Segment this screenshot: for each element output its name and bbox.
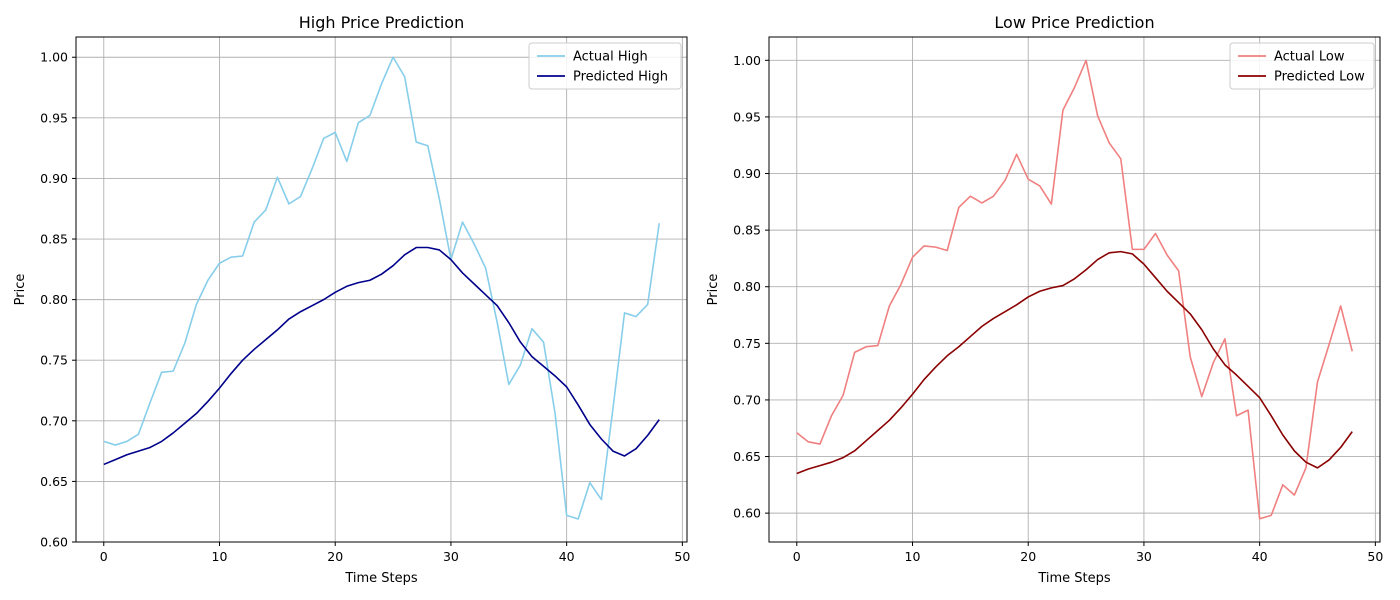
low-y-tick-label: 0.60 bbox=[733, 506, 761, 521]
high-y-tick-label: 0.65 bbox=[40, 474, 68, 489]
high-y-tick-label: 0.85 bbox=[40, 232, 68, 247]
low-y-tick-label: 0.85 bbox=[733, 223, 761, 238]
low-y-axis-label: Price bbox=[706, 274, 721, 306]
high-plot-frame bbox=[75, 36, 688, 543]
high-y-tick-label: 0.80 bbox=[40, 292, 68, 307]
high-legend-label: Actual High bbox=[573, 50, 648, 65]
high-series-actual-high bbox=[103, 56, 661, 520]
low-x-tick-label: 10 bbox=[905, 549, 921, 564]
high-x-tick-label: 20 bbox=[327, 549, 343, 564]
high-chart-title: High Price Prediction bbox=[299, 13, 464, 32]
low-x-tick-label: 30 bbox=[1136, 549, 1152, 564]
high-x-tick-label: 10 bbox=[212, 549, 228, 564]
high-price-chart: 0 10 20 30 40 50 0.60 0.65 0.70 0.75 0.80 0.85 0.90 0… bbox=[13, 13, 690, 586]
high-y-tick-label: 0.60 bbox=[40, 535, 68, 550]
high-legend-label: Predicted High bbox=[573, 70, 668, 85]
high-x-tick-label: 50 bbox=[674, 549, 690, 564]
high-x-tick-label: 30 bbox=[443, 549, 459, 564]
low-chart-title: Low Price Prediction bbox=[994, 13, 1154, 32]
low-y-tick-label: 0.75 bbox=[733, 336, 761, 351]
low-series-predicted-low bbox=[796, 250, 1353, 475]
low-x-tick-label: 20 bbox=[1020, 549, 1036, 564]
low-y-tick-label: 0.65 bbox=[733, 449, 761, 464]
high-legend: Actual High Predicted High bbox=[528, 42, 682, 90]
high-y-tick-label: 0.90 bbox=[40, 171, 68, 186]
high-x-tick-label: 0 bbox=[100, 549, 108, 564]
high-series-predicted-high bbox=[103, 246, 660, 466]
low-y-tick-label: 1.00 bbox=[733, 53, 761, 68]
low-x-tick-label: 40 bbox=[1252, 549, 1268, 564]
high-x-axis-label: Time Steps bbox=[344, 571, 418, 586]
high-y-tick-label: 0.75 bbox=[40, 353, 68, 368]
low-price-chart: 0 10 20 30 40 50 0.60 0.65 0.70 0.75 0.80 0.85 0.90 0… bbox=[706, 13, 1383, 586]
low-x-tick-label: 0 bbox=[793, 549, 801, 564]
low-legend-label: Actual Low bbox=[1274, 50, 1345, 65]
low-series-actual-low bbox=[796, 59, 1354, 520]
low-legend-box bbox=[1229, 42, 1375, 90]
high-y-tick-label: 0.95 bbox=[40, 110, 68, 125]
high-y-tick-label: 0.70 bbox=[40, 413, 68, 428]
high-legend-box bbox=[528, 42, 682, 90]
high-x-tick-label: 40 bbox=[559, 549, 575, 564]
high-y-tick-label: 1.00 bbox=[40, 50, 68, 65]
low-x-axis-label: Time Steps bbox=[1037, 571, 1111, 586]
low-y-tick-label: 0.80 bbox=[733, 279, 761, 294]
low-plot-frame bbox=[768, 36, 1381, 543]
low-legend-label: Predicted Low bbox=[1274, 70, 1365, 85]
low-y-tick-label: 0.95 bbox=[733, 109, 761, 124]
low-legend: Actual Low Predicted Low bbox=[1229, 42, 1375, 90]
high-y-axis-label: Price bbox=[13, 274, 28, 306]
low-y-tick-label: 0.70 bbox=[733, 392, 761, 407]
low-x-tick-label: 50 bbox=[1367, 549, 1383, 564]
low-y-tick-label: 0.90 bbox=[733, 166, 761, 181]
